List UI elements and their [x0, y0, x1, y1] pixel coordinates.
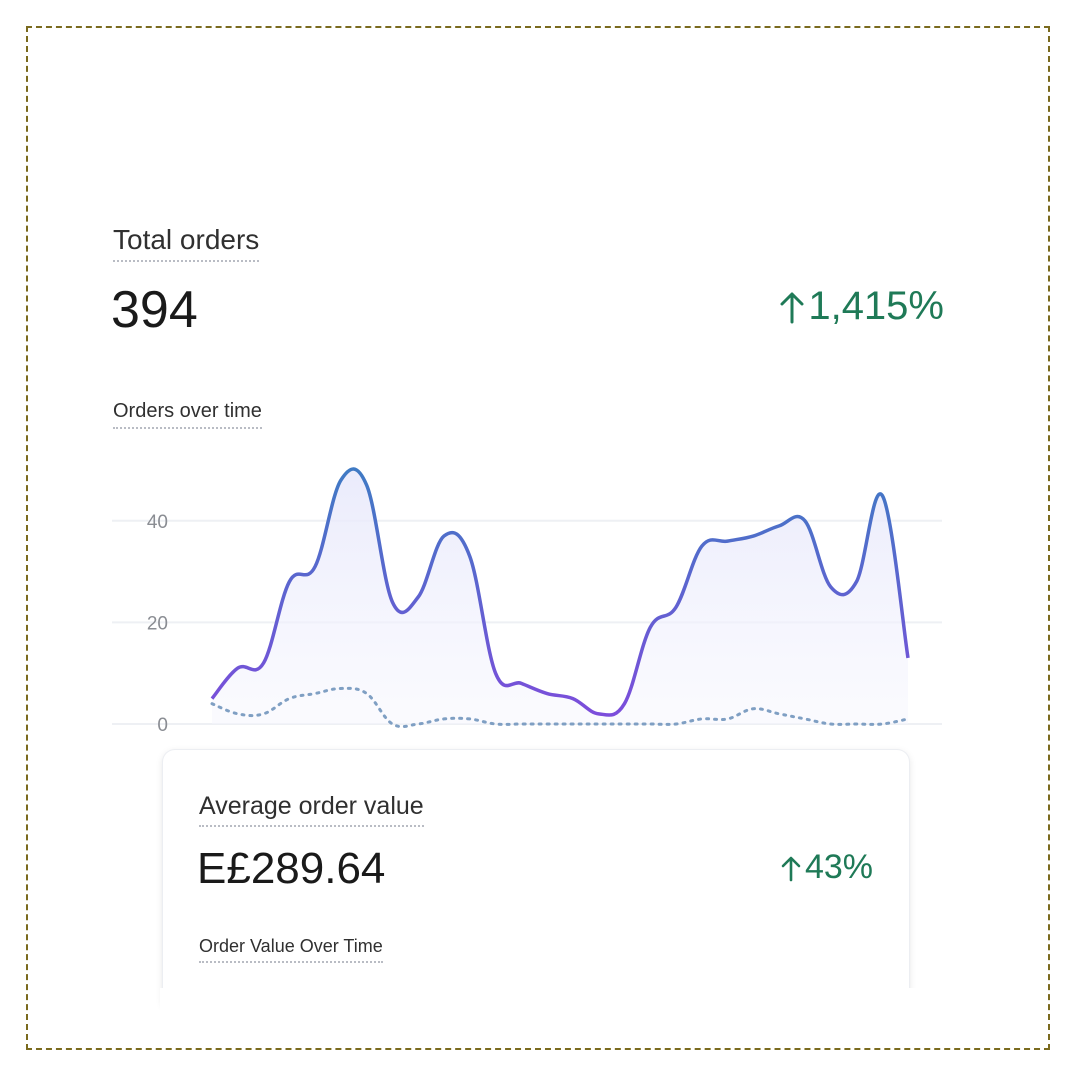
- order-value-chart-title[interactable]: Order Value Over Time: [199, 936, 383, 963]
- orders-chart-title[interactable]: Orders over time: [113, 400, 262, 429]
- total-orders-change-text: 1,415%: [808, 284, 944, 328]
- crop-edge: [160, 988, 920, 1048]
- total-orders-value: 394: [111, 281, 198, 339]
- arrow-up-icon: [780, 292, 804, 323]
- aov-value: E£289.64: [197, 844, 386, 893]
- series-line-current[interactable]: [210, 467, 910, 717]
- y-tick-label: 20: [147, 613, 168, 634]
- series-line-comparison[interactable]: [210, 686, 910, 729]
- image-frame: [26, 26, 1050, 1050]
- total-orders-change: 1,415%: [778, 284, 944, 329]
- aov-change-text: 43%: [804, 848, 873, 886]
- average-order-value-card: Average order value E£289.64 43% Order V…: [163, 750, 909, 1010]
- aov-label[interactable]: Average order value: [199, 792, 424, 827]
- arrow-up-icon: [781, 856, 801, 881]
- aov-change: 43%: [779, 848, 873, 887]
- total-orders-label[interactable]: Total orders: [113, 224, 260, 262]
- y-tick-label: 40: [147, 512, 168, 533]
- y-tick-label: 0: [157, 715, 168, 736]
- series-area-fill: [212, 468, 908, 724]
